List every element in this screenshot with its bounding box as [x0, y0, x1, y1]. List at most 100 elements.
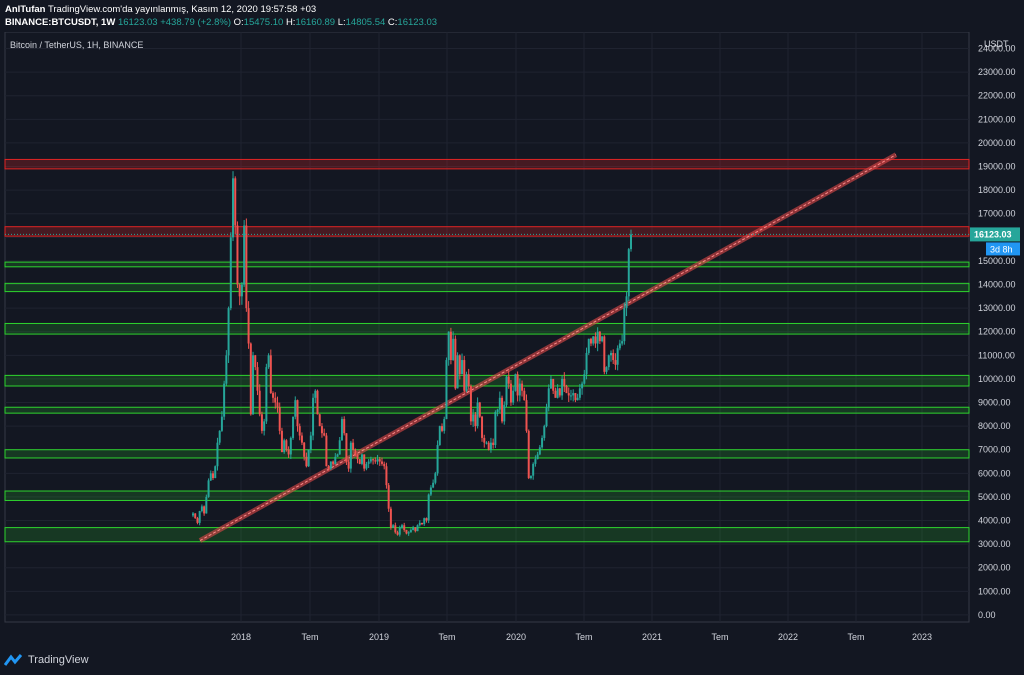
- x-tick-label: 2022: [778, 632, 798, 642]
- candle-body: [514, 374, 517, 391]
- candle-body: [545, 407, 548, 427]
- y-tick-label: 6000.00: [978, 468, 1011, 478]
- x-axis[interactable]: 2018 Tem 2019 Tem 2020 Tem 2021 Tem 2022 Tem 2023: [231, 632, 932, 642]
- y-tick-label: 11000.00: [978, 350, 1015, 360]
- candle-body: [563, 378, 566, 386]
- candle-body: [385, 466, 388, 486]
- candle-body: [329, 461, 332, 469]
- candle-body: [609, 352, 612, 356]
- candle-body: [481, 416, 484, 438]
- candle-body: [389, 508, 392, 528]
- candle-body: [518, 383, 521, 396]
- candle-body: [536, 454, 539, 460]
- candle-body: [360, 454, 363, 464]
- candle-body: [272, 393, 275, 398]
- candle-body: [507, 376, 510, 384]
- candle-body: [378, 459, 381, 462]
- y-tick-label: 14000.00: [978, 280, 1016, 290]
- x-tick-label: 2019: [369, 632, 389, 642]
- countdown-text: 3d 8h: [990, 244, 1013, 254]
- candle-body: [492, 442, 495, 445]
- y-tick-label: 8000.00: [978, 421, 1011, 431]
- candle-body: [247, 308, 250, 344]
- zone-red[interactable]: [4, 226, 970, 237]
- footer: TradingView: [4, 654, 89, 666]
- y-axis[interactable]: 0.00 1000.00 2000.00 3000.00 4000.00 5000.00 6…: [970, 44, 1020, 620]
- candle-body: [287, 449, 290, 455]
- zone-green[interactable]: [4, 261, 970, 268]
- candle-body: [452, 338, 455, 361]
- x-tick-label: 2023: [912, 632, 932, 642]
- candle-body: [585, 352, 588, 375]
- candle-body: [423, 518, 426, 525]
- candle-body: [396, 532, 399, 535]
- low-label: L:: [337, 17, 346, 28]
- symbol-name[interactable]: BINANCE:BTCUSDT, 1W: [5, 17, 116, 28]
- candle-body: [267, 355, 270, 368]
- trendline[interactable]: [198, 152, 898, 543]
- candle-body: [400, 525, 403, 528]
- zone-green[interactable]: [4, 322, 970, 335]
- candle-body: [240, 284, 243, 297]
- candle-body: [472, 414, 475, 422]
- candle-body: [200, 506, 203, 512]
- chart-title: Bitcoin / TetherUS, 1H, BINANCE: [10, 40, 143, 50]
- candle-body: [278, 407, 281, 431]
- zone-green[interactable]: [4, 282, 970, 293]
- trendline-center: [199, 154, 897, 542]
- candle-body: [489, 442, 492, 450]
- y-tick-label: 4000.00: [978, 516, 1011, 526]
- candle-body: [269, 355, 272, 394]
- candle-body: [469, 386, 472, 422]
- y-tick-label: 23000.00: [978, 67, 1016, 77]
- candle-body: [387, 485, 390, 509]
- candle-body: [512, 390, 515, 403]
- candle-body: [334, 456, 337, 464]
- candle-body: [409, 529, 412, 533]
- candle-body: [569, 395, 572, 397]
- candle-body: [296, 400, 299, 427]
- zone-green[interactable]: [4, 490, 970, 501]
- y-tick-label: 20000.00: [978, 138, 1016, 148]
- candle-body: [405, 529, 408, 534]
- candle-body: [223, 383, 226, 417]
- x-tick-label: 2020: [506, 632, 526, 642]
- y-tick-label: 3000.00: [978, 539, 1011, 549]
- candle-body: [238, 284, 241, 297]
- zone-green[interactable]: [4, 406, 970, 414]
- candle-body: [327, 466, 330, 469]
- price-chart[interactable]: 0.00 1000.00 2000.00 3000.00 4000.00 5000.00 6…: [0, 32, 1024, 650]
- candle-body: [205, 496, 208, 514]
- candle-body: [443, 419, 446, 431]
- brand-name[interactable]: TradingView: [28, 654, 89, 666]
- author-name[interactable]: AnlTufan: [5, 4, 46, 15]
- x-tick-label: Tem: [438, 632, 455, 642]
- zone-green[interactable]: [4, 527, 970, 543]
- x-tick-label: 2021: [642, 632, 662, 642]
- plot-area[interactable]: [4, 32, 970, 623]
- candle-body: [372, 459, 375, 461]
- candle-body: [309, 435, 312, 450]
- high-label: H:: [285, 17, 296, 28]
- candle-body: [352, 442, 355, 450]
- candle-body: [485, 442, 488, 444]
- candle-body: [229, 237, 232, 309]
- candle-body: [427, 494, 430, 521]
- candle-body: [574, 393, 577, 401]
- zone-red[interactable]: [4, 158, 970, 170]
- zone-green[interactable]: [4, 449, 970, 459]
- candle-body: [456, 355, 459, 389]
- candle-body: [285, 440, 288, 450]
- candle-body: [501, 397, 504, 422]
- candle-body: [605, 367, 608, 372]
- candle-body: [407, 532, 410, 534]
- candle-body: [254, 355, 257, 368]
- candle-body: [503, 404, 506, 422]
- candle-body: [276, 402, 279, 408]
- candle-body: [374, 460, 377, 462]
- candle-body: [292, 416, 295, 438]
- candle-body: [549, 378, 552, 389]
- candle-body: [561, 378, 564, 396]
- candle-body: [447, 331, 450, 361]
- candle-body: [354, 449, 357, 455]
